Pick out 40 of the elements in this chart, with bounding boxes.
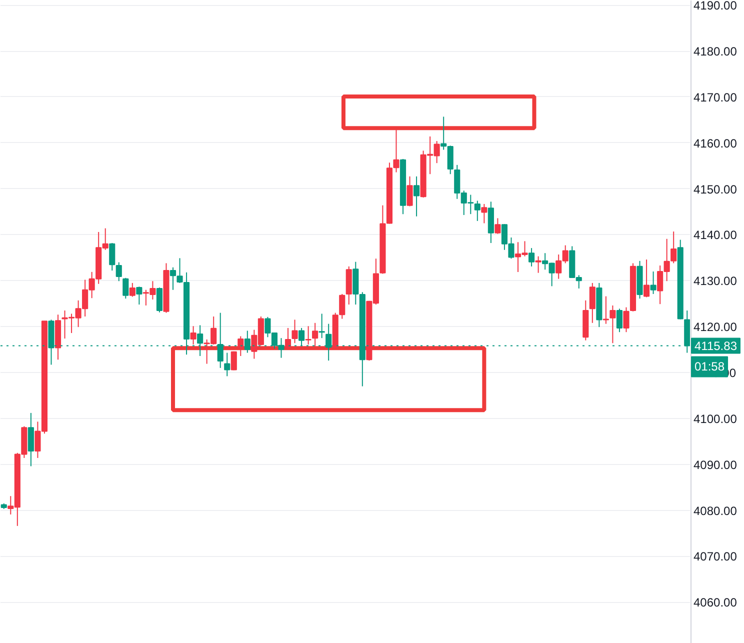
candlestick: [116, 262, 122, 282]
candlestick: [528, 248, 535, 267]
candlestick: [413, 176, 420, 217]
y-tick-label: 4130.00: [694, 274, 738, 288]
candlestick: [122, 277, 129, 300]
y-tick-label: 4070.00: [694, 550, 738, 564]
candlestick: [481, 203, 488, 224]
candlestick: [610, 304, 616, 344]
y-tick-label: 4140.00: [694, 228, 738, 242]
candlestick: [230, 350, 237, 371]
candlestick: [602, 296, 609, 324]
candlestick: [109, 242, 116, 272]
y-tick-label: 4190.00: [694, 0, 738, 13]
candlestick: [643, 259, 650, 298]
text: 01:58: [694, 360, 725, 374]
y-tick-label: 4160.00: [694, 136, 738, 150]
candlestick: [224, 352, 230, 377]
y-tick-label: 4170.00: [694, 90, 738, 104]
ref-line-label: 4115.83: [694, 339, 738, 354]
candlestick: [129, 282, 136, 298]
y-tick-label: 4100.00: [694, 412, 738, 426]
candlestick: [292, 319, 298, 344]
candlestick: [616, 308, 623, 333]
y-tick-label: 4150.00: [694, 182, 738, 196]
y-tick-label: 4090.00: [694, 458, 738, 472]
y-tick-label: 4120.00: [694, 320, 738, 334]
candlestick: [136, 286, 142, 306]
y-tick-label: 4060.00: [694, 596, 738, 610]
candlestick: [589, 282, 596, 324]
candlestick: [406, 176, 413, 207]
y-tick-label: 4080.00: [694, 504, 738, 518]
candlestick: [623, 306, 630, 333]
y-tick-label: 4180.00: [694, 44, 738, 59]
candlestick: [535, 256, 542, 274]
candlestick: [474, 200, 480, 222]
candlestick: [494, 218, 501, 234]
candlestick: [650, 270, 656, 294]
candlestick: [156, 287, 163, 313]
candlestick: [28, 412, 34, 467]
candlestick: [318, 313, 325, 339]
